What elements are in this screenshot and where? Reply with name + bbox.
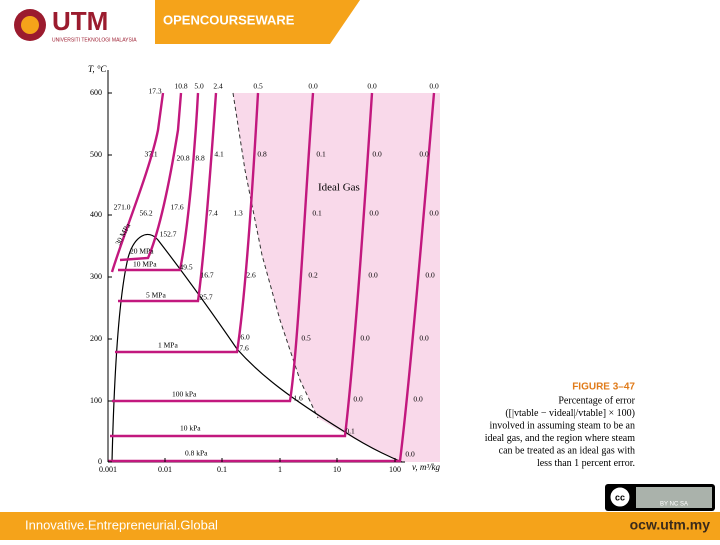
- logo-crest-inner: [21, 16, 39, 34]
- region-boundary: [232, 92, 319, 419]
- pressure-label: 100 kPa: [172, 390, 197, 399]
- pressure-label: 10 MPa: [133, 260, 157, 269]
- error-label: 0.0: [425, 271, 435, 280]
- error-label: 0.0: [368, 271, 378, 280]
- error-label: 271.0: [114, 203, 131, 212]
- x-tick-label: 10: [333, 465, 341, 474]
- error-label: 7.4: [208, 209, 218, 218]
- isobar: [119, 92, 183, 262]
- caption-line: ([|vtable − videal|/vtable] × 100): [505, 408, 635, 419]
- y-tick-label: 0: [98, 457, 102, 466]
- pressure-label: 5 MPa: [146, 291, 166, 300]
- error-label: 4.1: [214, 150, 224, 159]
- pressure-label: 10 kPa: [180, 424, 201, 433]
- footer-url: ocw.utm.my: [630, 517, 711, 533]
- error-label: 0.0: [413, 395, 423, 404]
- error-label: 8.8: [195, 154, 205, 163]
- isobar: [110, 92, 165, 273]
- error-label: 0.0: [369, 209, 379, 218]
- pressure-label: 30 MPa: [113, 221, 132, 247]
- error-label: 0.1: [316, 150, 326, 159]
- cc-icon-text: cc: [615, 492, 625, 502]
- caption-line: ideal gas, and the region where steam: [485, 433, 635, 444]
- y-tick-label: 300: [90, 272, 102, 281]
- x-tick-label: 100: [389, 465, 401, 474]
- error-label: 17.6: [170, 203, 183, 212]
- footer-bar: [0, 512, 720, 540]
- error-label: 0.0: [367, 82, 377, 91]
- error-label: 0.0: [419, 334, 429, 343]
- error-label: 25.7: [199, 293, 212, 302]
- y-tick-label: 600: [90, 88, 102, 97]
- isobar: [110, 92, 374, 438]
- error-label: 20.8: [176, 154, 189, 163]
- isobar: [118, 92, 218, 303]
- error-label: 1.6: [293, 394, 303, 403]
- error-label: 0.0: [419, 150, 429, 159]
- error-label: 10.8: [174, 82, 187, 91]
- error-label: 0.0: [353, 395, 363, 404]
- y-tick-label: 500: [90, 150, 102, 159]
- y-axis-label: T, °C: [88, 64, 107, 74]
- error-label: 0.5: [253, 82, 263, 91]
- pressure-label: 1 MPa: [158, 341, 178, 350]
- x-tick-label: 0.1: [217, 465, 227, 474]
- caption-line: can be treated as an ideal gas with: [499, 445, 635, 456]
- caption-label: FIGURE 3–47: [572, 382, 635, 393]
- isobar: [108, 92, 436, 463]
- cc-icon: [609, 486, 631, 508]
- ideal-gas-region: [233, 93, 440, 462]
- error-label: 6.0: [240, 333, 250, 342]
- error-label: 0.0: [372, 150, 382, 159]
- error-label: 56.2: [139, 209, 152, 218]
- x-tick-label: 0.01: [158, 465, 172, 474]
- header-title: OPENCOURSEWARE: [163, 12, 295, 27]
- caption-line: involved in assuming steam to be an: [489, 420, 635, 431]
- error-label: 0.1: [312, 209, 322, 218]
- error-label: 0.1: [345, 427, 355, 436]
- error-label: 2.6: [246, 271, 256, 280]
- isobar: [115, 92, 260, 354]
- error-label: 0.2: [308, 271, 318, 280]
- error-label: 0.0: [308, 82, 318, 91]
- pressure-label: 20 MPa: [130, 247, 154, 256]
- isobar: [118, 92, 200, 272]
- error-label: 0.0: [429, 209, 439, 218]
- error-label: 0.0: [405, 450, 415, 459]
- y-tick-label: 200: [90, 334, 102, 343]
- error-label: 2.4: [213, 82, 223, 91]
- region-label: Ideal Gas: [318, 182, 360, 194]
- x-tick-label: 1: [278, 465, 282, 474]
- y-tick-label: 100: [90, 396, 102, 405]
- error-label: 16.7: [200, 271, 213, 280]
- isobar: [112, 92, 315, 403]
- pressure-label: 0.8 kPa: [185, 449, 208, 458]
- isobars: [108, 92, 436, 463]
- x-axis-label: v, m³/kg: [412, 462, 441, 472]
- caption-line: less than 1 percent error.: [537, 458, 635, 469]
- error-label: 49.5: [179, 263, 192, 272]
- error-label: 0.0: [429, 82, 439, 91]
- logo-university: UNIVERSITI TEKNOLOGI MALAYSIA: [52, 37, 137, 43]
- logo-text: UTM: [52, 6, 108, 36]
- caption-line: Percentage of error: [558, 395, 635, 406]
- error-label: 5.0: [194, 82, 204, 91]
- error-label: 1.3: [233, 209, 243, 218]
- error-label: 0.8: [257, 150, 267, 159]
- error-label: 37.1: [144, 150, 157, 159]
- error-label: 7.6: [239, 344, 249, 353]
- x-tick-label: 0.001: [99, 465, 117, 474]
- error-label: 17.3: [148, 87, 161, 96]
- license-text: BY NC SA: [660, 502, 688, 508]
- license-strip: [636, 487, 712, 508]
- error-label: 0.5: [301, 334, 311, 343]
- error-label: 152.7: [160, 230, 177, 239]
- y-tick-label: 400: [90, 210, 102, 219]
- error-label: 0.0: [360, 334, 370, 343]
- footer-tagline: Innovative.Entrepreneurial.Global: [25, 517, 218, 532]
